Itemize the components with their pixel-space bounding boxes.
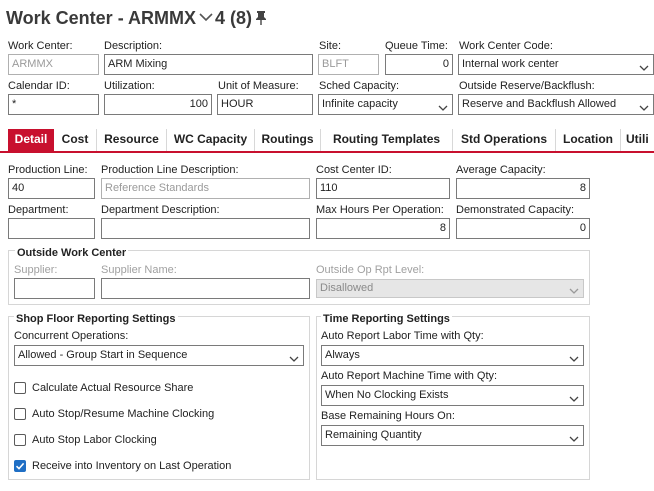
tab-cost[interactable]: Cost bbox=[54, 129, 97, 151]
auto-report-machine-select[interactable]: When No Clocking Exists bbox=[321, 385, 584, 406]
auto-report-machine-value: When No Clocking Exists bbox=[325, 389, 449, 401]
outside-work-center-title: Outside Work Center bbox=[15, 247, 129, 259]
supplier-name-label: Supplier Name: bbox=[101, 264, 177, 276]
calculate-actual-resource-share-label: Calculate Actual Resource Share bbox=[32, 382, 194, 394]
average-capacity-field[interactable]: 8 bbox=[456, 178, 590, 199]
work-center-field: ARMMX bbox=[8, 54, 99, 75]
max-hours-field[interactable]: 8 bbox=[316, 218, 450, 239]
utilization-field[interactable]: 100 bbox=[104, 94, 212, 115]
concurrent-operations-select[interactable]: Allowed - Group Start in Sequence bbox=[14, 345, 304, 366]
record-count: 4 (8) bbox=[215, 8, 253, 28]
production-line-field[interactable]: 40 bbox=[8, 178, 95, 199]
chevron-down-icon bbox=[569, 351, 579, 362]
auto-report-machine-label: Auto Report Machine Time with Qty: bbox=[321, 370, 498, 382]
site-field: BLFT bbox=[318, 54, 379, 75]
tab-utilization[interactable]: Utili bbox=[626, 132, 649, 146]
op-rpt-level-label: Outside Op Rpt Level: bbox=[316, 264, 425, 276]
max-hours-label: Max Hours Per Operation: bbox=[316, 204, 444, 216]
auto-stop-resume-machine-checkbox[interactable] bbox=[14, 408, 26, 420]
work-center-code-label: Work Center Code: bbox=[459, 40, 553, 52]
time-reporting-title: Time Reporting Settings bbox=[321, 313, 452, 325]
title-text: Work Center - ARMMX bbox=[6, 8, 197, 28]
receive-into-inventory-label: Receive into Inventory on Last Operation bbox=[32, 460, 232, 472]
op-rpt-level-value: Disallowed bbox=[320, 282, 374, 294]
base-remaining-hours-value: Remaining Quantity bbox=[325, 429, 422, 441]
tab-bar: Detail Cost Resource WC Capacity Routing… bbox=[0, 129, 654, 153]
sched-capacity-label: Sched Capacity: bbox=[319, 80, 400, 92]
outside-reserve-label: Outside Reserve/Backflush: bbox=[459, 80, 595, 92]
concurrent-operations-label: Concurrent Operations: bbox=[14, 330, 129, 342]
tab-routings[interactable]: Routings bbox=[255, 129, 321, 151]
sched-capacity-select[interactable]: Infinite capacity bbox=[318, 94, 453, 115]
work-center-label: Work Center: bbox=[8, 40, 73, 52]
tab-routing-templates[interactable]: Routing Templates bbox=[321, 129, 453, 151]
chevron-down-icon bbox=[289, 351, 299, 362]
page-title: Work Center - ARMMX 4 (8) bbox=[6, 6, 252, 29]
outside-reserve-value: Reserve and Backflush Allowed bbox=[462, 98, 617, 110]
demonstrated-capacity-field[interactable]: 0 bbox=[456, 218, 590, 239]
utilization-label: Utilization: bbox=[104, 80, 155, 92]
op-rpt-level-select: Disallowed bbox=[316, 279, 584, 298]
auto-report-labor-value: Always bbox=[325, 349, 360, 361]
calendar-id-field[interactable]: * bbox=[8, 94, 99, 115]
unit-of-measure-field[interactable]: HOUR bbox=[217, 94, 313, 115]
production-line-desc-field: Reference Standards bbox=[101, 178, 310, 199]
checkmark-icon bbox=[15, 462, 25, 470]
work-center-code-value: Internal work center bbox=[462, 58, 559, 70]
outside-work-center-group bbox=[8, 250, 590, 305]
time-reporting-group bbox=[316, 316, 590, 480]
tab-wc-capacity[interactable]: WC Capacity bbox=[167, 129, 255, 151]
tab-resource[interactable]: Resource bbox=[97, 129, 167, 151]
department-field[interactable] bbox=[8, 218, 95, 239]
outside-reserve-select[interactable]: Reserve and Backflush Allowed bbox=[458, 94, 654, 115]
base-remaining-hours-select[interactable]: Remaining Quantity bbox=[321, 425, 584, 446]
tab-std-operations[interactable]: Std Operations bbox=[453, 129, 556, 151]
production-line-desc-label: Production Line Description: bbox=[101, 164, 239, 176]
department-label: Department: bbox=[8, 204, 69, 216]
chevron-down-icon bbox=[569, 431, 579, 442]
queue-time-field[interactable]: 0 bbox=[385, 54, 453, 75]
production-line-label: Production Line: bbox=[8, 164, 88, 176]
chevron-down-icon bbox=[569, 284, 579, 294]
pin-icon[interactable] bbox=[254, 10, 268, 26]
department-desc-field[interactable] bbox=[101, 218, 310, 239]
queue-time-label: Queue Time: bbox=[385, 40, 448, 52]
sched-capacity-value: Infinite capacity bbox=[322, 98, 398, 110]
receive-into-inventory-checkbox[interactable] bbox=[14, 460, 26, 472]
supplier-field[interactable] bbox=[14, 278, 95, 299]
auto-stop-resume-machine-label: Auto Stop/Resume Machine Clocking bbox=[32, 408, 215, 420]
auto-stop-labor-clocking-label: Auto Stop Labor Clocking bbox=[32, 434, 157, 446]
chevron-down-icon bbox=[639, 100, 649, 111]
chevron-down-icon bbox=[569, 391, 579, 402]
chevron-down-icon bbox=[438, 100, 448, 111]
tab-location[interactable]: Location bbox=[556, 129, 621, 151]
auto-report-labor-label: Auto Report Labor Time with Qty: bbox=[321, 330, 484, 342]
chevron-down-icon[interactable] bbox=[199, 6, 213, 27]
demonstrated-capacity-label: Demonstrated Capacity: bbox=[456, 204, 574, 216]
tab-detail[interactable]: Detail bbox=[8, 129, 54, 151]
auto-stop-labor-clocking-checkbox[interactable] bbox=[14, 434, 26, 446]
cost-center-id-label: Cost Center ID: bbox=[316, 164, 392, 176]
description-label: Description: bbox=[104, 40, 163, 52]
work-center-code-select[interactable]: Internal work center bbox=[458, 54, 654, 75]
supplier-label: Supplier: bbox=[14, 264, 58, 276]
description-field[interactable]: ARM Mixing bbox=[104, 54, 313, 75]
base-remaining-hours-label: Base Remaining Hours On: bbox=[321, 410, 455, 422]
site-label: Site: bbox=[319, 40, 342, 52]
concurrent-operations-value: Allowed - Group Start in Sequence bbox=[18, 349, 188, 361]
chevron-down-icon bbox=[639, 60, 649, 71]
shop-floor-title: Shop Floor Reporting Settings bbox=[14, 313, 178, 325]
unit-of-measure-label: Unit of Measure: bbox=[218, 80, 299, 92]
cost-center-id-field[interactable]: 110 bbox=[316, 178, 450, 199]
calculate-actual-resource-share-checkbox[interactable] bbox=[14, 382, 26, 394]
auto-report-labor-select[interactable]: Always bbox=[321, 345, 584, 366]
department-desc-label: Department Description: bbox=[101, 204, 220, 216]
average-capacity-label: Average Capacity: bbox=[456, 164, 546, 176]
calendar-id-label: Calendar ID: bbox=[8, 80, 70, 92]
supplier-name-field[interactable] bbox=[101, 278, 310, 299]
